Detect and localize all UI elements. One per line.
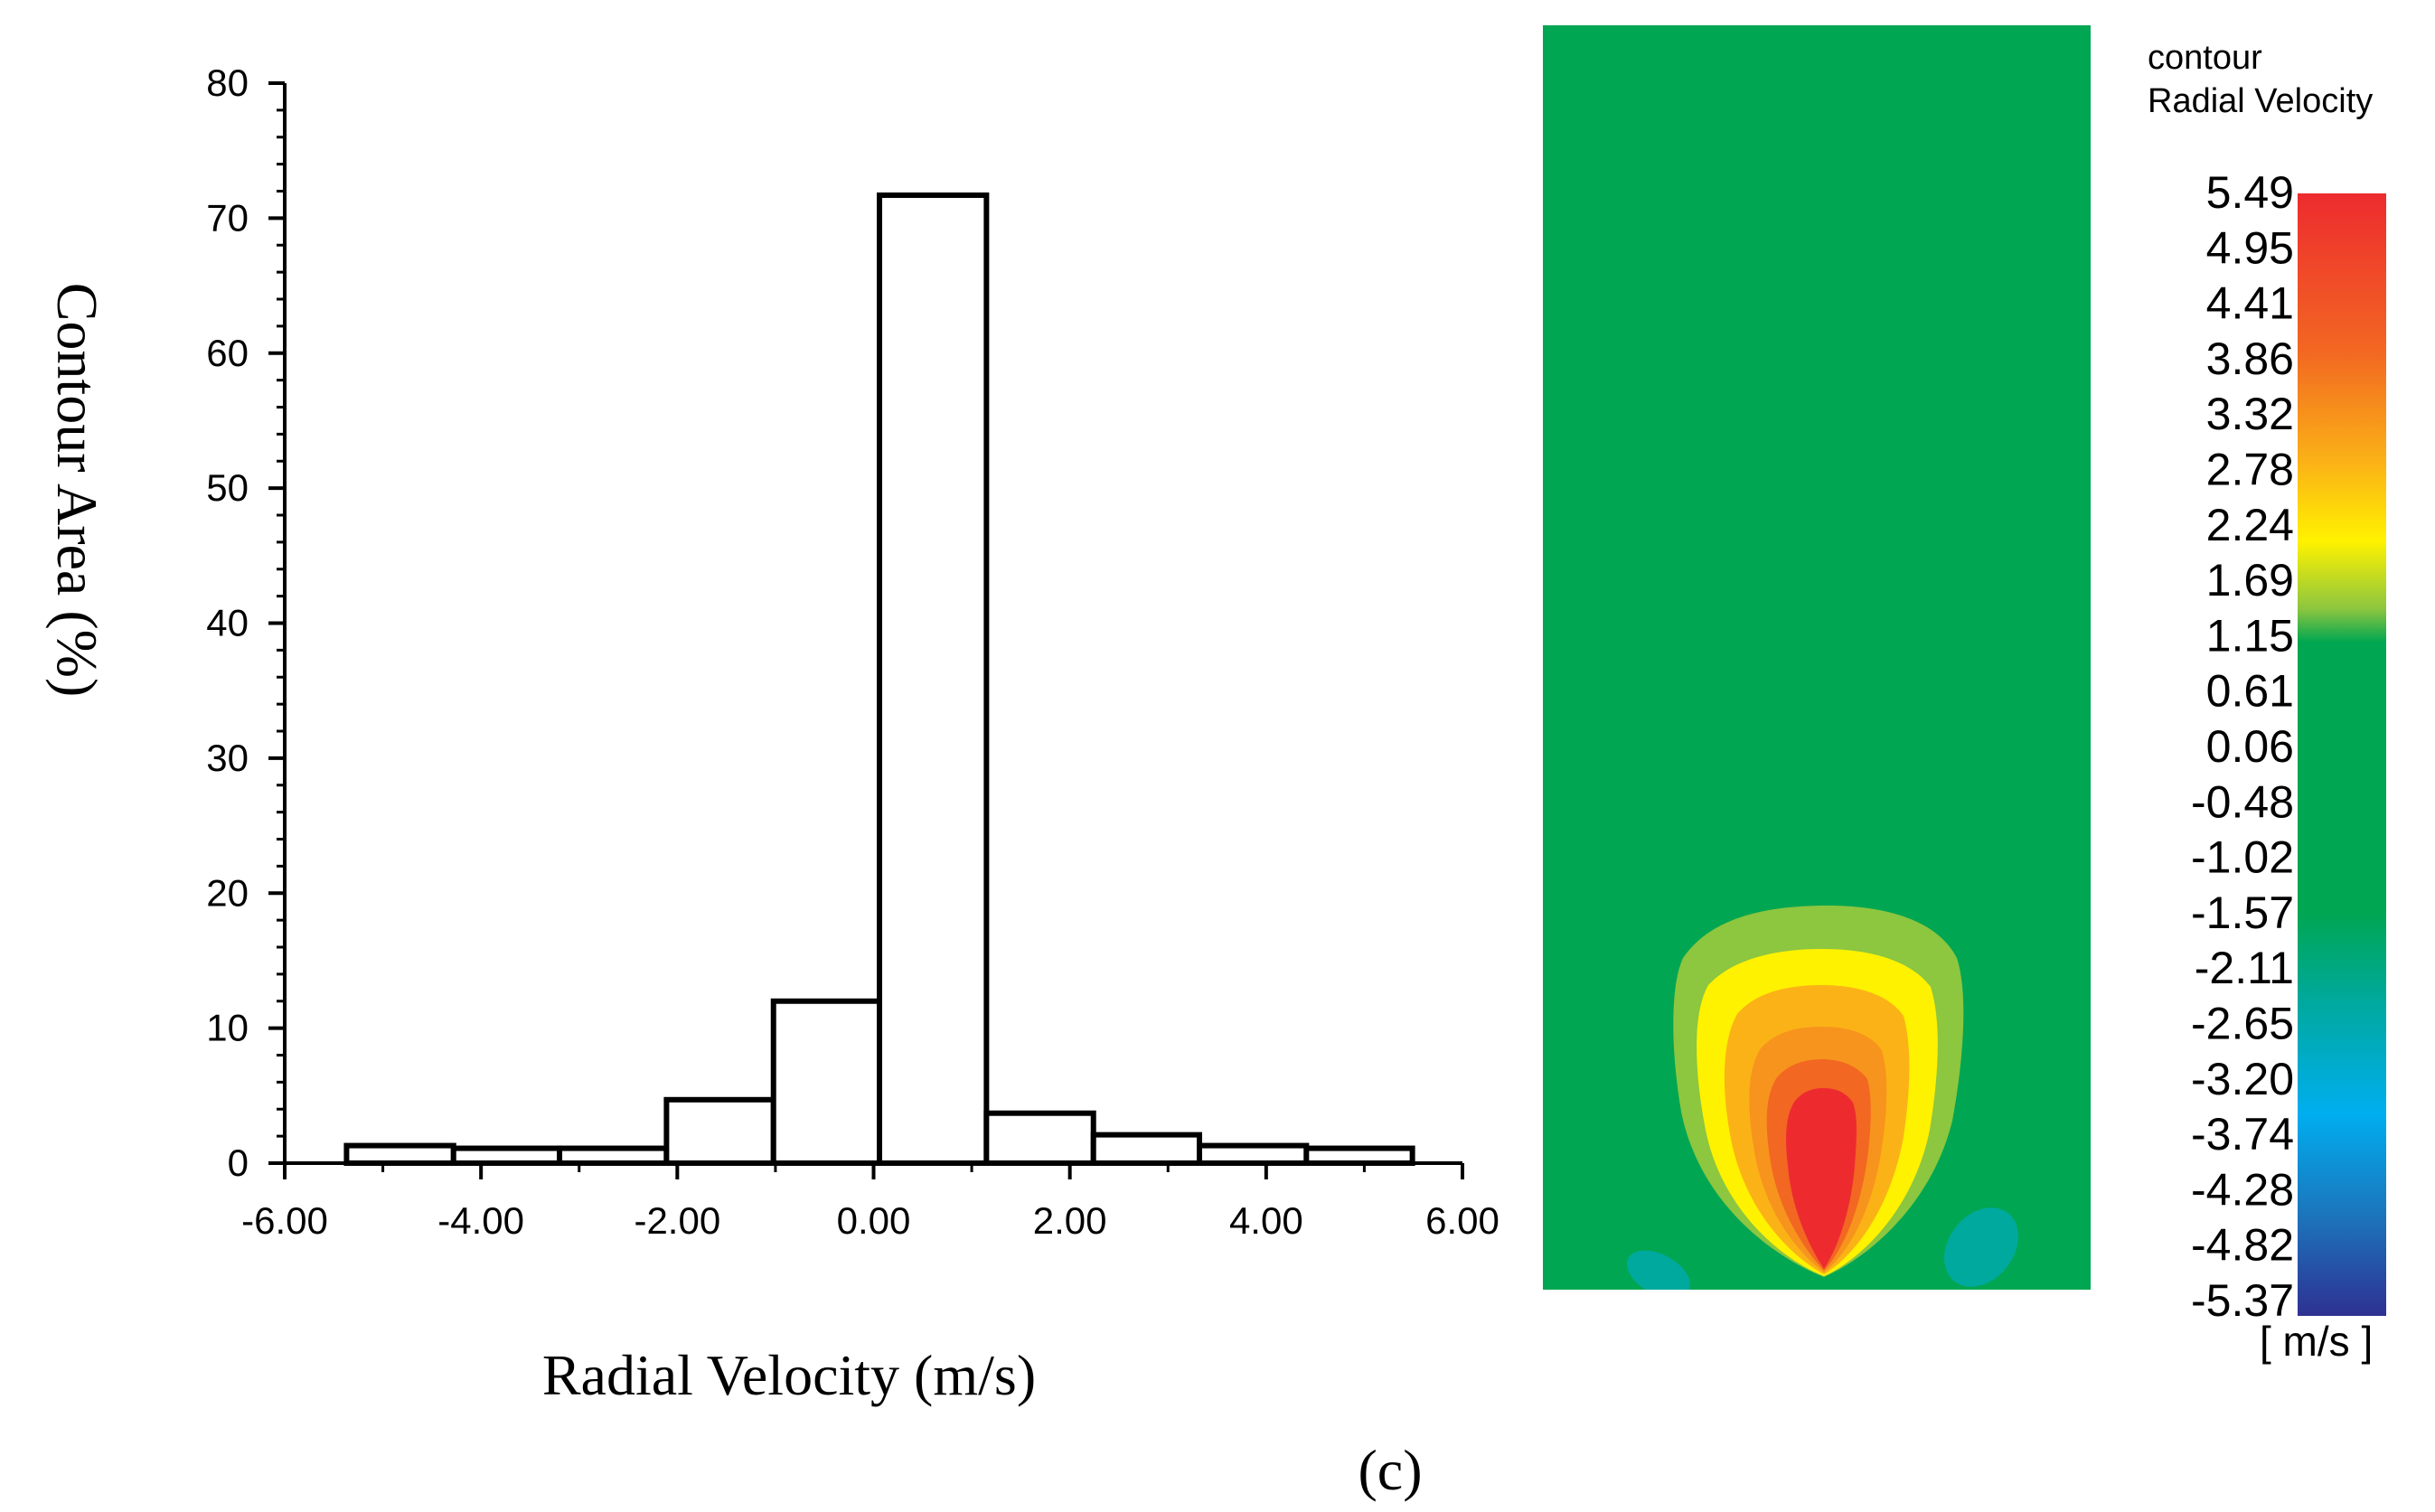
- y-tick-label: 20: [206, 871, 249, 914]
- histogram-bar: [557, 1145, 670, 1166]
- y-tick-label: 30: [206, 737, 249, 779]
- x-tick-label: 0.00: [837, 1199, 911, 1242]
- colorbar-label: 0.06: [2206, 721, 2294, 772]
- y-axis-ticks: 0 10 20 30 40 50 60 70 80: [206, 61, 285, 1184]
- x-tick-label: 2.00: [1033, 1199, 1107, 1242]
- y-axis-title: Contour Area (%): [45, 283, 109, 698]
- contour-band-red: [1786, 1088, 1857, 1269]
- legend-title-line1: contour: [2148, 39, 2262, 77]
- colorbar-label: 3.32: [2206, 389, 2294, 439]
- x-tick-label: 4.00: [1229, 1199, 1303, 1242]
- contour-plot: [1543, 25, 2091, 1290]
- colorbar: [2298, 193, 2386, 1316]
- histogram-bar: [983, 1110, 1096, 1166]
- colorbar-label: 1.69: [2206, 555, 2294, 606]
- y-tick-label: 0: [228, 1141, 249, 1184]
- colorbar-label: -5.37: [2191, 1275, 2294, 1326]
- y-tick-label: 80: [206, 61, 249, 104]
- colorbar-label: -0.48: [2191, 776, 2294, 827]
- colorbar-label: -2.11: [2195, 943, 2294, 993]
- colorbar-label: 2.78: [2206, 445, 2294, 495]
- y-tick-label: 60: [206, 332, 249, 374]
- colorbar-label: 5.49: [2206, 167, 2294, 218]
- colorbar-label: -1.57: [2191, 887, 2294, 938]
- x-tick-label: -6.00: [241, 1199, 328, 1242]
- colorbar-label: 4.95: [2206, 222, 2294, 273]
- y-tick-label: 50: [206, 466, 249, 509]
- colorbar-labels: 5.494.954.413.863.32 2.782.241.691.150.61…: [2191, 167, 2294, 1326]
- colorbar-label: -3.74: [2191, 1109, 2294, 1160]
- colorbar-unit-label: [ m/s ]: [2260, 1318, 2373, 1365]
- x-axis-title: Radial Velocity (m/s): [542, 1343, 1036, 1407]
- colorbar-label: -2.65: [2191, 999, 2294, 1049]
- colorbar-label: 1.15: [2206, 610, 2294, 661]
- x-tick-label: 6.00: [1425, 1199, 1500, 1242]
- colorbar-label: -4.28: [2191, 1164, 2294, 1215]
- x-tick-label: -4.00: [437, 1199, 524, 1242]
- legend-title-line2: Radial Velocity: [2148, 82, 2373, 120]
- x-axis-ticks: -6.00 -4.00 -2.00 0.00 2.00 4.00 6.00: [241, 1163, 1500, 1242]
- x-tick-label: -2.00: [634, 1199, 720, 1242]
- colorbar-label: 4.41: [2206, 278, 2294, 329]
- histogram-bar: [1196, 1142, 1310, 1167]
- colorbar-label: 0.61: [2206, 666, 2294, 717]
- y-tick-label: 70: [206, 196, 249, 239]
- figure-caption: (c): [1358, 1438, 1422, 1502]
- contour-legend: contour Radial Velocity 5.494.954.413.86…: [2148, 39, 2386, 1365]
- histogram-chart: Contour Area (%) Radial Velocity (m/s) -…: [45, 61, 1500, 1407]
- colorbar-label: 2.24: [2206, 500, 2294, 550]
- histogram-bar: [877, 192, 990, 1167]
- contour-left-lobe: [1626, 1250, 1691, 1290]
- y-tick-label: 40: [206, 602, 249, 644]
- histogram-bar: [1090, 1132, 1202, 1166]
- histogram-bars: [343, 192, 1415, 1167]
- histogram-bar: [343, 1142, 456, 1167]
- y-tick-label: 10: [206, 1007, 249, 1049]
- colorbar-label: 3.86: [2206, 333, 2294, 384]
- colorbar-label: -1.02: [2191, 832, 2294, 883]
- histogram-bar: [770, 998, 883, 1166]
- contour-right-lobe: [1944, 1207, 2018, 1287]
- histogram-bar: [663, 1096, 776, 1166]
- colorbar-label: -3.20: [2191, 1054, 2294, 1104]
- colorbar-label: -4.82: [2191, 1220, 2294, 1271]
- histogram-bar: [450, 1145, 563, 1166]
- histogram-bar: [1303, 1145, 1415, 1166]
